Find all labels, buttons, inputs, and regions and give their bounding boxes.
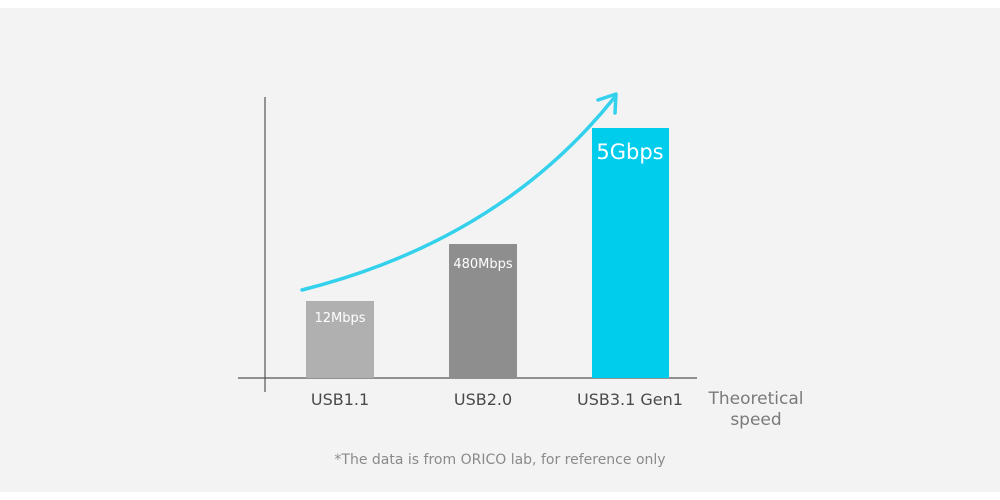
category-label: USB1.1: [310, 390, 370, 409]
bar-label: 5Gbps: [596, 140, 664, 164]
footnote: *The data is from ORICO lab, for referen…: [334, 452, 666, 468]
bar: [449, 244, 517, 378]
category-label: USB2.0: [453, 390, 513, 409]
category-label: USB3.1 Gen1: [577, 390, 683, 409]
bar-label: 480Mbps: [453, 257, 513, 272]
arrow-head: [596, 92, 618, 115]
bar: [592, 128, 669, 378]
axis-label: Theoretical speed: [708, 389, 804, 430]
trend-arrow: [300, 96, 616, 292]
bar: [306, 301, 374, 378]
bar-label: 12Mbps: [314, 311, 366, 326]
